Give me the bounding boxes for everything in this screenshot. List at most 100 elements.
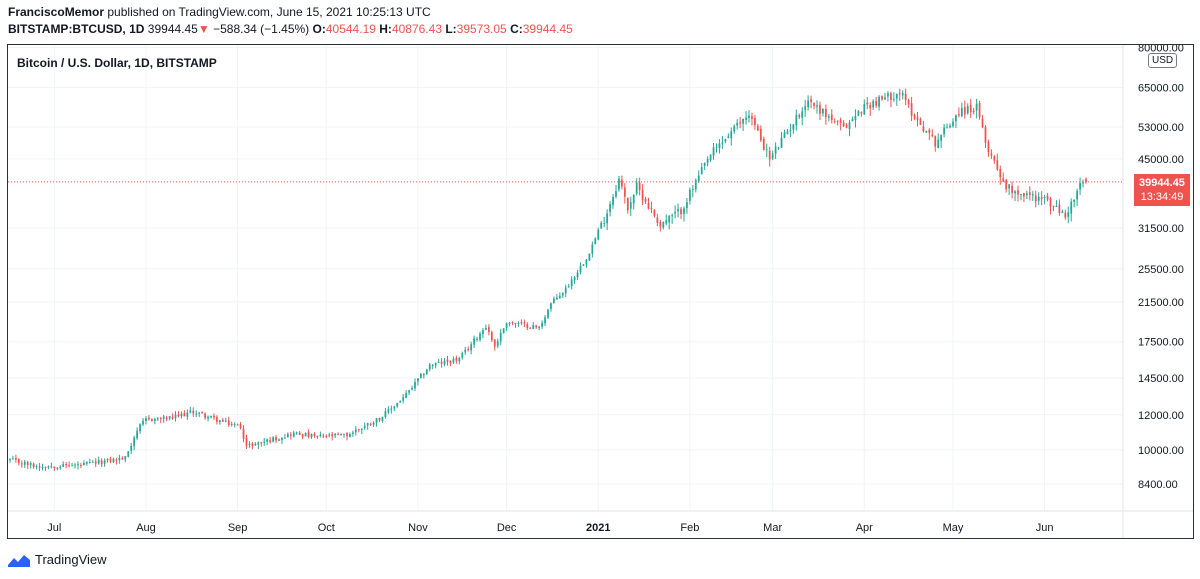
candle-body: [396, 402, 399, 407]
candle-body: [372, 422, 375, 425]
candle-body: [47, 466, 50, 468]
candle-body: [354, 429, 357, 433]
candle-body: [756, 125, 759, 131]
time-tick-label: Jun: [1036, 522, 1054, 534]
candle-body: [145, 418, 147, 422]
candle-body: [458, 357, 461, 362]
candle-body: [434, 362, 437, 366]
candlestick-chart[interactable]: 8400.00 10000.00 12000.00 14500.00 17500.00 2…: [8, 45, 1193, 538]
candle-body: [112, 458, 115, 463]
ohlc-line: BITSTAMP:BTCUSD, 1D 39944.45▼ −588.34 (−…: [8, 22, 573, 36]
candle-body: [278, 439, 280, 441]
candle-body: [298, 432, 301, 435]
author-name[interactable]: FranciscoMemor: [8, 5, 105, 19]
candle-body: [884, 97, 886, 100]
candle-body: [88, 462, 91, 464]
candle-body: [984, 127, 987, 143]
candle-body: [221, 419, 224, 422]
candle-body: [653, 209, 656, 217]
candle-body: [718, 143, 721, 149]
candle-body: [331, 434, 334, 437]
candle-body: [387, 409, 390, 413]
candle-body: [328, 434, 331, 436]
candle-body: [727, 136, 730, 139]
candle-body: [159, 418, 162, 420]
candle-body: [553, 298, 555, 304]
candle-body: [629, 202, 632, 209]
candle-body: [641, 189, 644, 201]
candle-body: [520, 322, 523, 324]
candle-body: [807, 100, 810, 108]
candle-body: [1079, 183, 1081, 190]
candle-body: [502, 328, 505, 334]
candle-body: [523, 322, 526, 324]
candle-body: [103, 460, 106, 464]
candle-body: [996, 160, 999, 170]
candle-body: [224, 420, 227, 422]
price-tick-label: 10000.00: [1138, 445, 1184, 457]
candle-body: [1031, 194, 1034, 196]
candle-body: [541, 322, 543, 327]
candle-body: [700, 167, 703, 175]
candle-body: [635, 182, 638, 194]
candle-body: [156, 418, 159, 420]
candle-body: [142, 420, 144, 425]
candle-body: [97, 459, 100, 464]
candle-body: [1052, 205, 1055, 207]
candle-body: [375, 418, 378, 423]
candle-body: [570, 279, 573, 287]
time-tick-label: Nov: [408, 522, 428, 534]
candle-body: [496, 341, 499, 346]
candle-body: [558, 295, 561, 299]
candle-body: [529, 327, 532, 329]
candle-body: [792, 124, 795, 130]
candle-body: [186, 412, 189, 417]
candle-body: [195, 413, 198, 415]
candle-body: [963, 107, 966, 115]
candle-body: [798, 115, 801, 118]
candle-body: [804, 106, 807, 110]
candle-body: [266, 439, 269, 442]
price-tick-label: 45000.00: [1138, 154, 1184, 166]
candle-body: [1085, 179, 1087, 182]
candle-body: [133, 437, 136, 447]
tradingview-logo[interactable]: TradingView: [8, 552, 107, 567]
chart-frame[interactable]: 8400.00 10000.00 12000.00 14500.00 17500.00 2…: [7, 44, 1194, 539]
candle-body: [437, 361, 440, 363]
candle-body: [715, 146, 718, 148]
candle-body: [470, 344, 473, 351]
candle-body: [925, 130, 928, 133]
candle-body: [443, 360, 446, 365]
candle-body: [955, 115, 957, 122]
candle-body: [857, 110, 860, 116]
candle-body: [839, 119, 842, 124]
candle-body: [428, 364, 431, 370]
candle-body: [41, 466, 44, 468]
candle-body: [425, 369, 428, 374]
candle-body: [284, 437, 286, 439]
candle-body: [789, 130, 792, 132]
candle-body: [644, 198, 647, 202]
candle-body: [420, 373, 422, 378]
currency-badge[interactable]: USD: [1148, 53, 1178, 68]
candle-body: [854, 115, 857, 120]
candle-body: [709, 154, 712, 161]
candle-body: [795, 114, 798, 126]
time-tick-label: Oct: [318, 522, 335, 534]
candle-body: [38, 466, 41, 468]
candle-body: [783, 132, 786, 139]
candle-body: [656, 217, 659, 223]
candle-body: [851, 119, 854, 122]
price-tick-label: 14500.00: [1138, 373, 1184, 385]
candle-body: [774, 146, 777, 154]
candle-body: [919, 118, 922, 125]
candle-body: [29, 463, 32, 465]
candle-body: [461, 353, 464, 358]
candle-body: [960, 107, 963, 117]
candle-body: [292, 432, 295, 437]
candle-body: [248, 443, 251, 445]
candle-body: [833, 121, 836, 123]
candle-body: [603, 223, 606, 225]
candle-body: [822, 108, 824, 114]
candle-body: [1037, 196, 1040, 201]
